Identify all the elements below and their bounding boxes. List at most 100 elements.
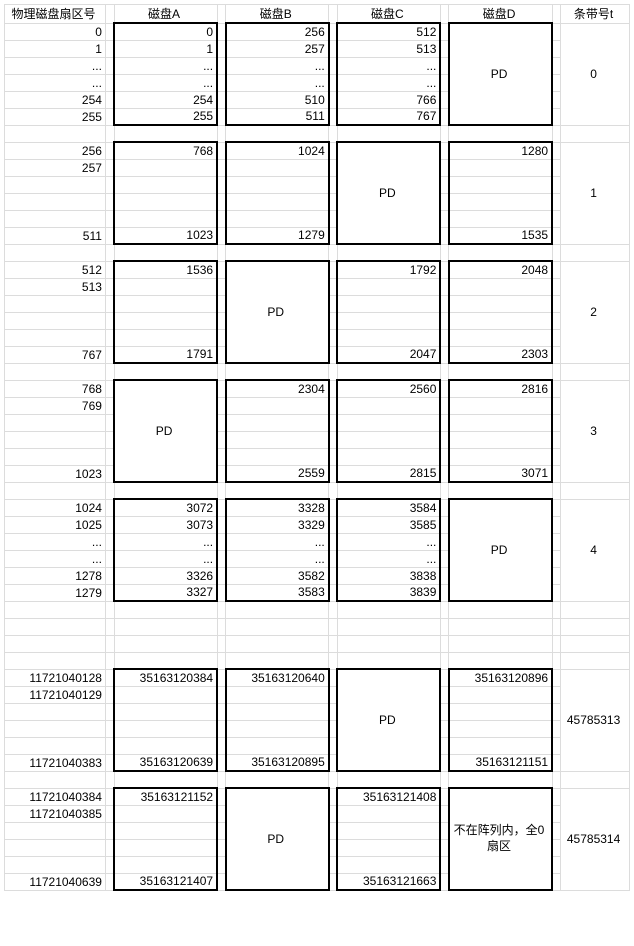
data-cell [337, 805, 440, 822]
data-cell: 0 [114, 23, 217, 40]
sector-cell: ... [5, 533, 106, 550]
data-cell: 35163121407 [114, 873, 217, 890]
data-cell [449, 329, 552, 346]
header-disk-B: 磁盘B [226, 5, 329, 24]
data-cell: ... [114, 74, 217, 91]
sector-cell: 256 [5, 142, 106, 159]
data-cell: 2304 [226, 380, 329, 397]
raid-stripe-table: 物理磁盘扇区号磁盘A磁盘B磁盘C磁盘D条带号t00256512PD0112575… [4, 4, 630, 891]
data-cell [449, 737, 552, 754]
data-cell [449, 397, 552, 414]
data-cell: 3071 [449, 465, 552, 482]
data-cell [449, 210, 552, 227]
header-disk-A: 磁盘A [114, 5, 217, 24]
data-cell [337, 448, 440, 465]
data-cell [226, 176, 329, 193]
data-cell [226, 397, 329, 414]
sector-cell: 1023 [5, 465, 106, 482]
data-cell [226, 159, 329, 176]
sector-cell: 1025 [5, 516, 106, 533]
data-cell [337, 856, 440, 873]
data-cell: 2815 [337, 465, 440, 482]
sector-cell: ... [5, 57, 106, 74]
sector-cell [5, 703, 106, 720]
data-cell: 257 [226, 40, 329, 57]
data-cell [449, 193, 552, 210]
sector-cell [5, 295, 106, 312]
sector-cell: ... [5, 74, 106, 91]
data-cell: 254 [114, 91, 217, 108]
data-cell: 1024 [226, 142, 329, 159]
data-cell [114, 822, 217, 839]
data-cell [337, 397, 440, 414]
sector-cell: 11721040383 [5, 754, 106, 771]
data-cell: 511 [226, 108, 329, 125]
data-cell [226, 448, 329, 465]
data-cell [114, 856, 217, 873]
data-cell: 3838 [337, 567, 440, 584]
pd-cell: PD [114, 380, 217, 482]
data-cell [114, 295, 217, 312]
sector-cell [5, 839, 106, 856]
data-cell [449, 278, 552, 295]
sector-cell [5, 193, 106, 210]
data-cell [226, 210, 329, 227]
data-cell [337, 839, 440, 856]
data-cell [337, 431, 440, 448]
stripe-number: 3 [561, 380, 630, 482]
pd-cell: PD [449, 23, 552, 125]
data-cell: 2816 [449, 380, 552, 397]
sector-cell: 768 [5, 380, 106, 397]
data-cell: 1536 [114, 261, 217, 278]
not-in-array-cell: 不在阵列内，全0扇区 [449, 788, 552, 890]
data-cell [114, 176, 217, 193]
pd-cell: PD [337, 142, 440, 244]
data-cell [449, 703, 552, 720]
sector-cell [5, 431, 106, 448]
data-cell: 767 [337, 108, 440, 125]
data-cell: ... [114, 533, 217, 550]
pd-cell: PD [226, 788, 329, 890]
data-cell: ... [337, 550, 440, 567]
data-cell [226, 720, 329, 737]
sector-cell: 1024 [5, 499, 106, 516]
data-cell: 3583 [226, 584, 329, 601]
sector-cell [5, 329, 106, 346]
data-cell [114, 720, 217, 737]
data-cell: 3328 [226, 499, 329, 516]
data-cell [114, 159, 217, 176]
data-cell: ... [226, 57, 329, 74]
data-cell [114, 278, 217, 295]
sector-cell [5, 448, 106, 465]
data-cell: 3585 [337, 516, 440, 533]
sector-cell: 0 [5, 23, 106, 40]
data-cell [449, 312, 552, 329]
sector-cell [5, 856, 106, 873]
sector-cell [5, 414, 106, 431]
data-cell: 2559 [226, 465, 329, 482]
data-cell [337, 329, 440, 346]
data-cell: ... [337, 74, 440, 91]
sector-cell: 1 [5, 40, 106, 57]
stripe-number: 2 [561, 261, 630, 363]
stripe-number: 45785314 [561, 788, 630, 890]
data-cell: 1791 [114, 346, 217, 363]
data-cell [114, 703, 217, 720]
sector-cell: ... [5, 550, 106, 567]
data-cell [337, 414, 440, 431]
data-cell [114, 839, 217, 856]
data-cell: 35163120639 [114, 754, 217, 771]
data-cell: 2047 [337, 346, 440, 363]
data-cell: 3073 [114, 516, 217, 533]
data-cell [114, 686, 217, 703]
sector-cell: 11721040129 [5, 686, 106, 703]
stripe-number: 0 [561, 23, 630, 125]
data-cell [449, 448, 552, 465]
data-cell [449, 431, 552, 448]
stripe-number: 1 [561, 142, 630, 244]
data-cell: ... [226, 74, 329, 91]
data-cell: 35163121408 [337, 788, 440, 805]
data-cell: 255 [114, 108, 217, 125]
stripe-number: 4 [561, 499, 630, 601]
data-cell: 512 [337, 23, 440, 40]
